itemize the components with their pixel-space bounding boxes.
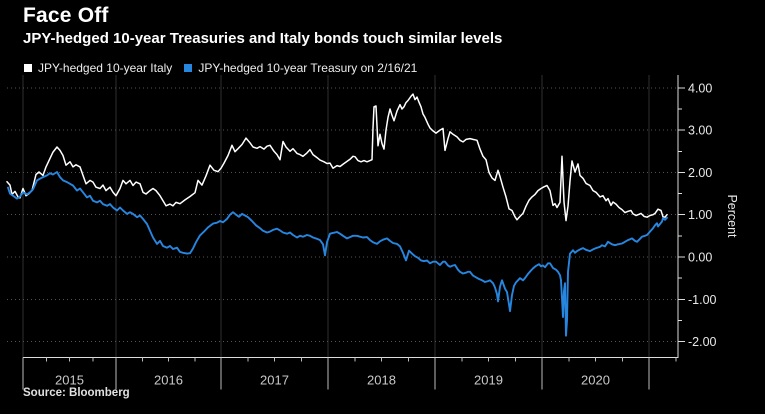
y-tick-label: 3.00 bbox=[688, 124, 712, 138]
source-credit: Source: Bloomberg bbox=[23, 387, 130, 399]
x-tick-label: 2020 bbox=[581, 373, 610, 388]
x-tick-label: 2018 bbox=[367, 373, 396, 388]
x-tick-label: 2019 bbox=[474, 373, 503, 388]
y-tick-label: 1.00 bbox=[688, 208, 712, 222]
series-line-treasury bbox=[7, 171, 668, 337]
legend: JPY-hedged 10-year Italy JPY-hedged 10-y… bbox=[24, 61, 417, 75]
series-line-italy bbox=[6, 93, 668, 222]
legend-item-treasury: JPY-hedged 10-year Treasury on 2/16/21 bbox=[184, 61, 417, 75]
y-tick-label: 4.00 bbox=[688, 81, 712, 95]
y-tick-label: -1.00 bbox=[688, 293, 717, 307]
y-tick-label: 0.00 bbox=[688, 251, 712, 265]
x-tick-label: 2015 bbox=[55, 373, 84, 388]
x-tick-label: 2017 bbox=[260, 373, 289, 388]
legend-swatch-italy bbox=[24, 64, 32, 72]
y-tick-label: -2.00 bbox=[688, 335, 717, 349]
chart-title: Face Off bbox=[23, 4, 109, 27]
legend-label-treasury: JPY-hedged 10-year Treasury on 2/16/21 bbox=[198, 61, 418, 75]
legend-label-italy: JPY-hedged 10-year Italy bbox=[38, 61, 173, 75]
legend-swatch-treasury bbox=[184, 64, 193, 72]
legend-item-italy: JPY-hedged 10-year Italy bbox=[24, 61, 172, 75]
y-axis-title: Percent bbox=[725, 194, 739, 238]
chart-subtitle: JPY-hedged 10-year Treasuries and Italy … bbox=[23, 30, 503, 47]
y-tick-label: 2.00 bbox=[688, 166, 712, 180]
x-tick-label: 2016 bbox=[154, 373, 183, 388]
